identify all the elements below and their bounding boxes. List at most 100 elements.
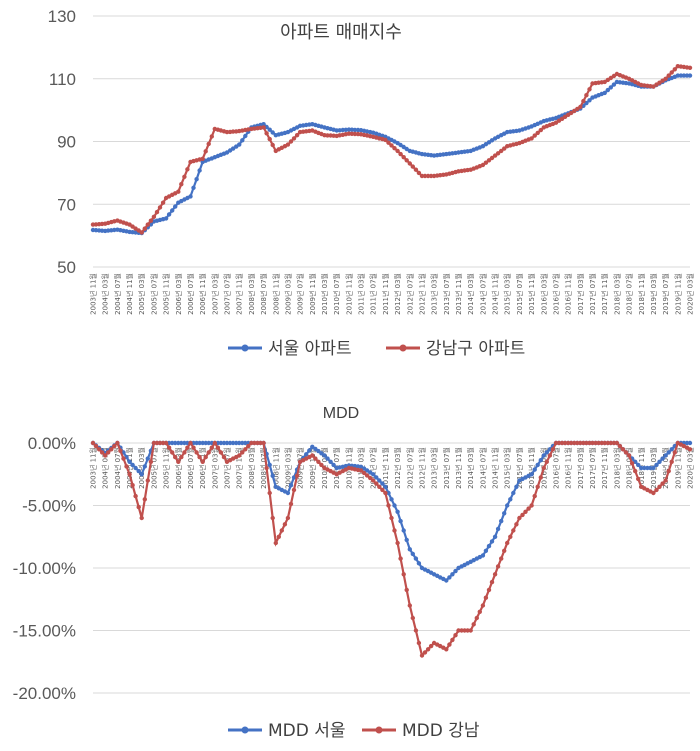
data-point [505,540,510,546]
data-point [687,440,693,446]
data-point [294,473,300,478]
data-point [508,534,513,539]
data-point [218,440,224,446]
data-point [103,453,108,458]
data-point [535,130,540,136]
data-point [611,82,617,87]
chart-title: 아파트 매매지수 [280,22,402,43]
data-point [468,628,473,633]
data-point [401,528,406,533]
data-point [508,497,513,502]
data-point [383,137,388,143]
data-point [669,70,674,75]
legend: MDD 서울 MDD 강남 [228,721,480,741]
data-point [145,456,150,461]
data-point [200,459,205,464]
x-tick-label: 2016년 11월 [564,447,573,489]
data-point [419,653,425,658]
x-tick-label: 2007년 03월 [210,273,219,315]
x-tick-label: 2004년 11월 [125,447,134,489]
data-point [279,528,284,533]
x-tick-label: 2008년 11월 [271,273,280,315]
x-tick-label: 2019년 07월 [661,447,670,489]
chart-price-index: 아파트 매매지수 50 70 90 110 130 2003년 11월 2004년 03월… [48,7,695,359]
data-point [176,459,181,464]
x-tick-label: 2018년 03월 [612,447,621,489]
y-tick-label: -15.00% [13,622,76,641]
data-point [246,443,251,449]
data-point [212,440,217,446]
data-point [392,146,397,151]
x-tick-label: 2016년 03월 [539,273,548,315]
data-point [672,67,677,72]
data-point [188,194,193,199]
data-point [541,453,546,458]
data-point [218,450,224,455]
data-point [142,464,147,469]
data-point [587,98,592,103]
data-point [657,484,662,489]
data-point [544,459,549,464]
data-point [492,572,498,577]
data-point [240,450,245,455]
data-point [550,447,556,452]
data-point [535,484,540,489]
data-point [413,556,419,561]
legend-item-seoul[interactable]: 서울 아파트 [228,339,352,359]
data-point [374,481,379,486]
data-point [663,478,668,483]
data-point [578,440,583,446]
data-point [377,478,382,483]
y-tick-label: -20.00% [13,684,76,703]
x-tick-label: 2012년 11월 [417,447,426,489]
data-point [288,501,294,507]
data-point [243,447,248,452]
x-tick-label: 2018년 11월 [637,273,646,315]
data-point [197,440,202,446]
data-point [157,440,163,446]
x-tick-label: 2010년 03월 [320,273,329,315]
data-point [261,122,266,127]
data-point [182,174,187,179]
data-point [489,539,495,544]
chart-mdd: MDD 0.00% -5.00% -10.00% -15.00% -20.00% 200… [13,405,695,741]
data-point [307,448,312,453]
data-point [170,450,175,455]
data-point [663,453,668,458]
y-axis: 50 70 90 110 130 [48,7,76,277]
data-point [203,149,208,154]
data-point [499,518,504,524]
legend-item-mdd-gangnam[interactable]: MDD 강남 [362,721,480,741]
data-point [173,454,178,460]
data-point [480,162,486,168]
data-point [139,515,144,521]
series-lines [90,440,693,658]
legend-item-gangnam[interactable]: 강남구 아파트 [386,339,525,359]
data-point [517,515,522,521]
data-point [273,540,278,546]
legend-label-seoul: 서울 아파트 [268,339,352,359]
data-point [413,167,419,172]
x-tick-label: 2004년 07월 [113,447,122,489]
x-tick-label: 2014년 11월 [491,447,500,489]
data-point [495,526,501,532]
legend-label-gangnam: 강남구 아파트 [426,339,525,359]
data-point [629,461,635,466]
data-point [663,76,668,82]
data-point [505,503,510,508]
x-tick-label: 2005년 11월 [162,447,171,489]
series-gangnam [90,440,693,658]
x-tick-label: 2019년 07월 [661,273,670,315]
x-tick-label: 2006년 07월 [186,447,195,489]
data-point [371,472,376,477]
data-point [270,473,275,478]
x-tick-label: 2011년 07월 [369,447,378,489]
legend-item-mdd-seoul[interactable]: MDD 서울 [228,721,346,741]
data-point [486,543,492,549]
x-tick-label: 2014년 03월 [466,447,475,489]
x-tick-label: 2013년 03월 [430,273,439,315]
data-point [657,459,662,464]
data-point [532,493,537,499]
x-tick-label: 2008년 03월 [247,273,256,315]
x-tick-label: 2010년 11월 [344,273,353,315]
